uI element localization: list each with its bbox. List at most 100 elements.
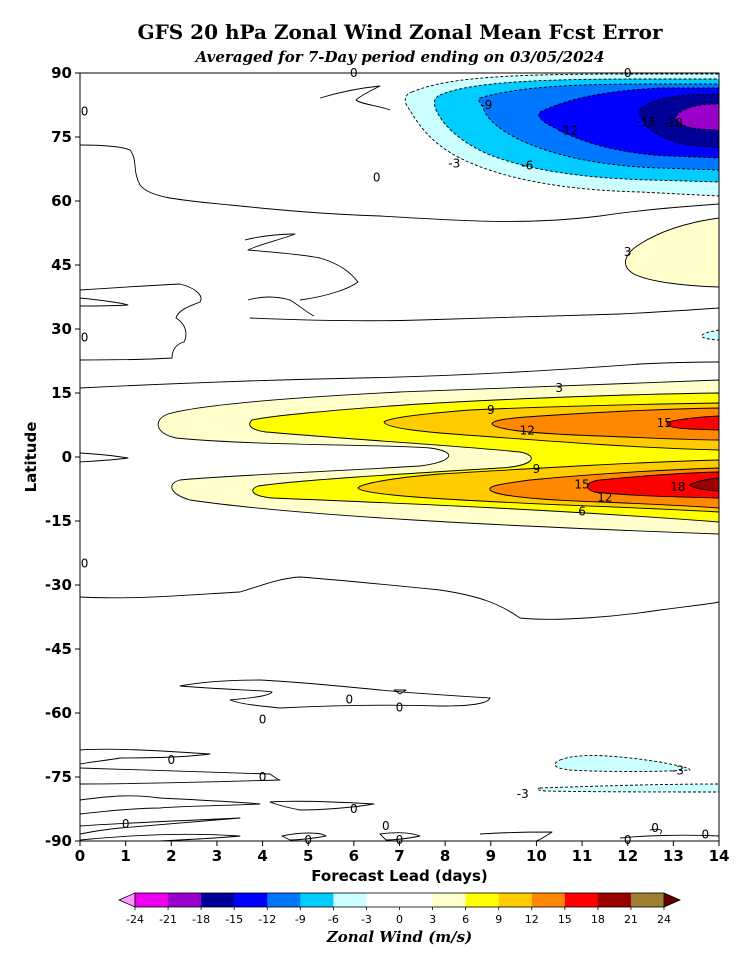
colorbar-tick-label: -9	[295, 913, 306, 926]
contour-label: 9	[533, 462, 541, 476]
contour-label: 0	[396, 700, 404, 714]
colorbar-tick-label: -15	[225, 913, 243, 926]
contour-fill-minus18	[675, 103, 719, 131]
x-tick-label: 9	[486, 847, 496, 865]
contour-label: 15	[657, 416, 672, 430]
contour-label: 0	[382, 819, 390, 833]
x-tick-label: 5	[303, 847, 313, 865]
chart-title: GFS 20 hPa Zonal Wind Zonal Mean Fcst Er…	[137, 20, 663, 44]
colorbar-swatch	[201, 893, 235, 907]
contour-label: 0	[396, 833, 404, 847]
contour-label: -3	[517, 787, 529, 801]
colorbar-tick-label: 3	[429, 913, 436, 926]
x-axis: 0 1 2 3 4 5 6 7 8 9 10 11 12 13 14	[75, 841, 730, 865]
y-tick-label: 30	[51, 320, 72, 338]
x-tick-label: 8	[440, 847, 450, 865]
filled-contours	[80, 73, 719, 841]
y-tick-label: -75	[45, 768, 72, 786]
contour-label: 0	[350, 802, 358, 816]
contour-labels: 0 0-9-12-15 -18-3 -603003912159151218600000…	[81, 66, 709, 847]
contour-fill-plus3-nh	[625, 217, 719, 288]
contour-label: 0	[259, 712, 267, 726]
y-tick-label: 90	[51, 64, 72, 82]
x-tick-label: 6	[349, 847, 359, 865]
contour-label: 0	[373, 171, 381, 185]
x-tick-label: 12	[617, 847, 638, 865]
x-tick-label: 14	[709, 847, 730, 865]
contour-label: 12	[597, 491, 612, 505]
colorbar-tick-label: 18	[591, 913, 605, 926]
x-tick-label: 2	[166, 847, 176, 865]
contour-fill-minus3-right30	[701, 329, 719, 341]
colorbar-tick-label: -18	[192, 913, 210, 926]
y-tick-label: 45	[51, 256, 72, 274]
colorbar-swatch	[498, 893, 533, 907]
x-tick-label: 0	[75, 847, 85, 865]
colorbar-swatch	[630, 893, 665, 907]
contour-label: 0	[81, 104, 89, 118]
colorbar-swatch	[300, 893, 334, 907]
colorbar-tick-label: -21	[159, 913, 177, 926]
colorbar-swatch	[432, 893, 466, 907]
colorbar-swatch	[564, 893, 599, 907]
contour-label: -12	[559, 124, 579, 138]
colorbar-tick-label: 6	[462, 913, 469, 926]
colorbar-tick-label: -3	[361, 913, 372, 926]
contour-label: 0	[259, 770, 267, 784]
colorbar-swatch	[234, 893, 268, 907]
colorbar-tick-label: 24	[657, 913, 671, 926]
contour-label: 0	[167, 753, 175, 767]
contour-label: -6	[521, 159, 533, 173]
y-axis: 90 75 60 45 30 15 0 -15 -30 -45 -60 -75 -90	[45, 64, 80, 850]
y-tick-label: -30	[45, 576, 72, 594]
contour-label: 12	[520, 424, 535, 438]
colorbar-tick-label: 15	[558, 913, 572, 926]
colorbar-tick-label: 0	[396, 913, 403, 926]
contour-label: 0	[345, 692, 353, 706]
contour-label: -3	[448, 156, 460, 170]
colorbar-tick-label: -24	[126, 913, 144, 926]
x-tick-label: 3	[212, 847, 222, 865]
contour-fill-plus12-n	[491, 407, 719, 441]
contour-label: 0	[624, 833, 632, 847]
contour-fill-minus3-sh1	[554, 755, 691, 772]
colorbar-tick-label: -6	[328, 913, 339, 926]
colorbar-tick-label: 12	[525, 913, 539, 926]
contour-label: 0	[304, 833, 312, 847]
colorbar-swatch	[399, 893, 433, 907]
contour-label: -15	[636, 115, 656, 129]
contour-fill-plus15-s	[587, 471, 719, 499]
y-tick-label: -90	[45, 832, 72, 850]
y-tick-label: -45	[45, 640, 72, 658]
contour-label: 15	[574, 478, 589, 492]
contour-label: 0	[81, 557, 89, 571]
zero-contours	[80, 85, 719, 841]
x-tick-label: 4	[257, 847, 267, 865]
colorbar-tick-label: 21	[624, 913, 638, 926]
y-tick-label: -60	[45, 704, 72, 722]
x-tick-label: 7	[394, 847, 404, 865]
colorbar-swatch	[597, 893, 632, 907]
colorbar-swatch	[465, 893, 499, 907]
contour-label: 0	[350, 66, 358, 80]
y-tick-label: 60	[51, 192, 72, 210]
chart-subtitle: Averaged for 7-Day period ending on 03/0…	[195, 48, 605, 66]
contour-label: 9	[487, 403, 495, 417]
y-tick-label: 0	[62, 448, 72, 466]
colorbar-swatch	[333, 893, 367, 907]
colorbar-tick-label: -12	[258, 913, 276, 926]
colorbar: -24 -21 -18 -15 -12 -9 -6 -3 0 3 6 9 12 15 18 21 24	[118, 892, 681, 926]
y-tick-label: 75	[51, 128, 72, 146]
contour-label: 3	[555, 381, 563, 395]
colorbar-swatch	[135, 893, 169, 907]
colorbar-under-arrow	[118, 892, 136, 908]
contour-label: -3	[672, 764, 684, 778]
contour-label: -18	[664, 116, 684, 130]
colorbar-tick-label: 9	[495, 913, 502, 926]
contour-label: -9	[480, 98, 492, 112]
x-tick-label: 13	[663, 847, 684, 865]
x-axis-label: Forecast Lead (days)	[311, 867, 487, 885]
colorbar-swatch	[531, 893, 566, 907]
x-tick-label: 11	[572, 847, 593, 865]
